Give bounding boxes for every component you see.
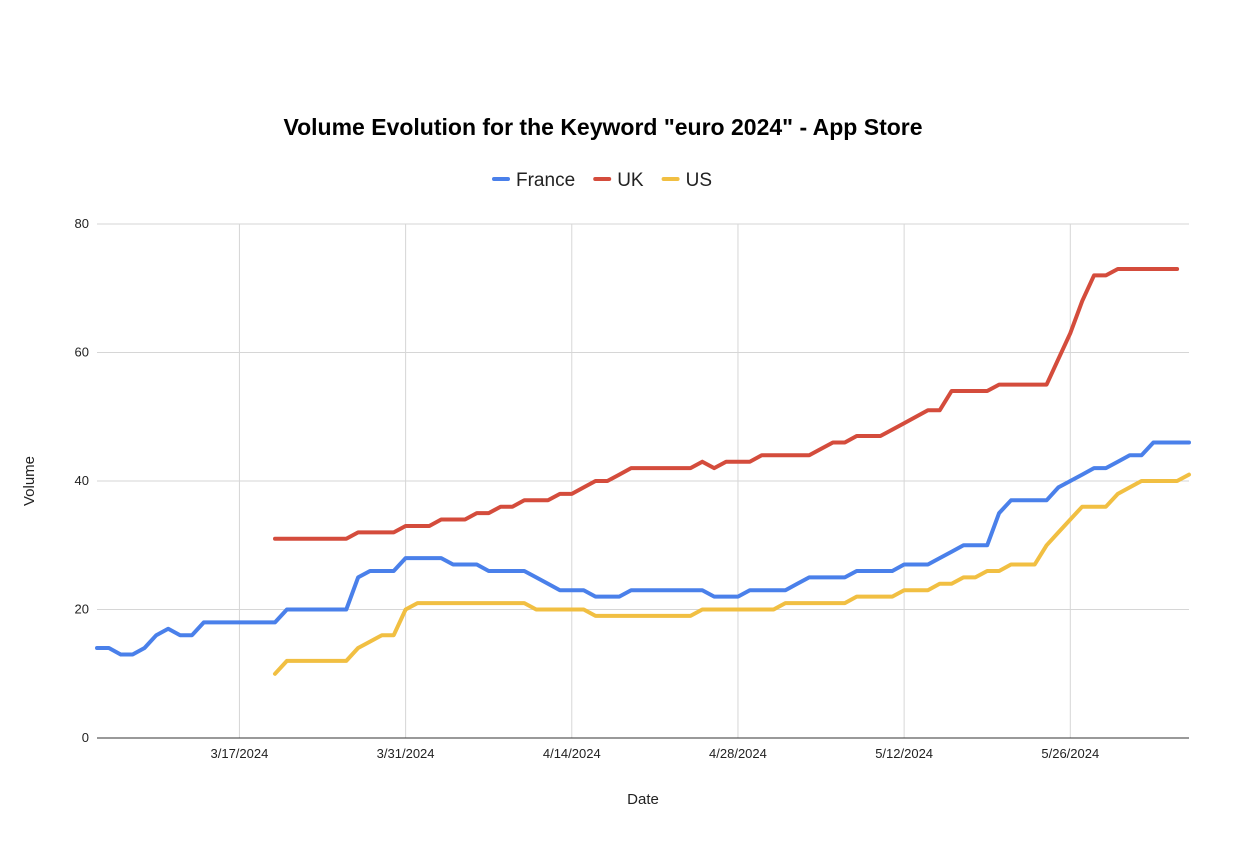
y-axis-ticks: 0 20 40 60 80 [75,216,89,745]
x-tick-label: 5/12/2024 [875,746,933,761]
x-tick-label: 5/26/2024 [1041,746,1099,761]
y-tick-label: 0 [82,730,89,745]
series-line-us [273,472,1191,676]
legend-label: UK [617,170,644,191]
x-axis-title: Date [627,791,659,808]
series-line-france [95,440,1191,657]
x-tick-label: 3/31/2024 [377,746,435,761]
gridlines [97,223,1189,738]
chart-title: Volume Evolution for the Keyword "euro 2… [283,114,922,140]
y-tick-label: 60 [75,345,89,360]
legend-label: US [686,170,712,191]
legend-item-france: France [492,170,575,191]
legend: France UK US [492,170,712,191]
series-line-uk [273,267,1180,541]
y-tick-label: 20 [75,602,89,617]
x-axis-ticks: 3/17/2024 3/31/2024 4/14/2024 4/28/2024 5/12… [211,746,1100,761]
series-lines [95,267,1191,676]
legend-label: France [516,170,575,191]
legend-item-uk: UK [593,170,644,191]
x-tick-label: 3/17/2024 [211,746,269,761]
y-axis-title: Volume [21,456,38,506]
x-tick-label: 4/28/2024 [709,746,767,761]
y-tick-label: 80 [75,216,89,231]
legend-item-us: US [661,170,712,191]
x-tick-label: 4/14/2024 [543,746,601,761]
y-tick-label: 40 [75,473,89,488]
